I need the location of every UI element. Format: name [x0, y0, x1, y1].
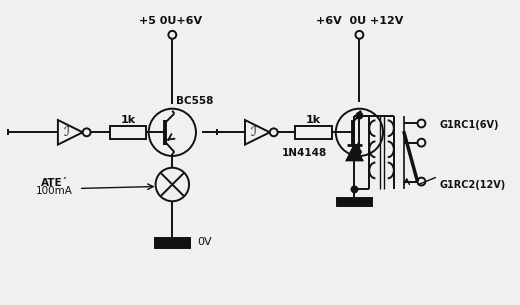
Circle shape [336, 109, 383, 156]
Circle shape [83, 128, 90, 136]
Circle shape [418, 120, 425, 127]
Bar [154, 238, 190, 248]
Circle shape [418, 139, 425, 147]
Polygon shape [58, 120, 83, 145]
Circle shape [168, 31, 176, 39]
Text: BC558: BC558 [176, 96, 214, 106]
Text: 100mA: 100mA [36, 186, 73, 196]
Text: 1N4148: 1N4148 [282, 148, 327, 157]
Text: 1k: 1k [121, 116, 136, 125]
Circle shape [270, 128, 278, 136]
Bar [110, 126, 146, 139]
Circle shape [356, 113, 362, 119]
Text: +5 0U+6V: +5 0U+6V [139, 16, 202, 26]
Circle shape [155, 168, 189, 201]
Text: G1RC2(12V): G1RC2(12V) [439, 181, 505, 191]
Polygon shape [347, 145, 362, 160]
Circle shape [149, 109, 196, 156]
Text: ℐ: ℐ [251, 126, 257, 139]
Text: 0V: 0V [197, 237, 212, 247]
Text: 1k: 1k [306, 116, 321, 125]
Bar [337, 198, 372, 206]
Circle shape [356, 31, 363, 39]
Polygon shape [245, 120, 270, 145]
Text: G1RC1(6V): G1RC1(6V) [439, 120, 499, 131]
Circle shape [418, 178, 425, 185]
Text: +6V  0U +12V: +6V 0U +12V [316, 16, 403, 26]
Bar [295, 126, 332, 139]
Text: ATE´: ATE´ [41, 178, 68, 188]
Circle shape [352, 186, 357, 192]
Text: ℐ: ℐ [64, 126, 70, 139]
